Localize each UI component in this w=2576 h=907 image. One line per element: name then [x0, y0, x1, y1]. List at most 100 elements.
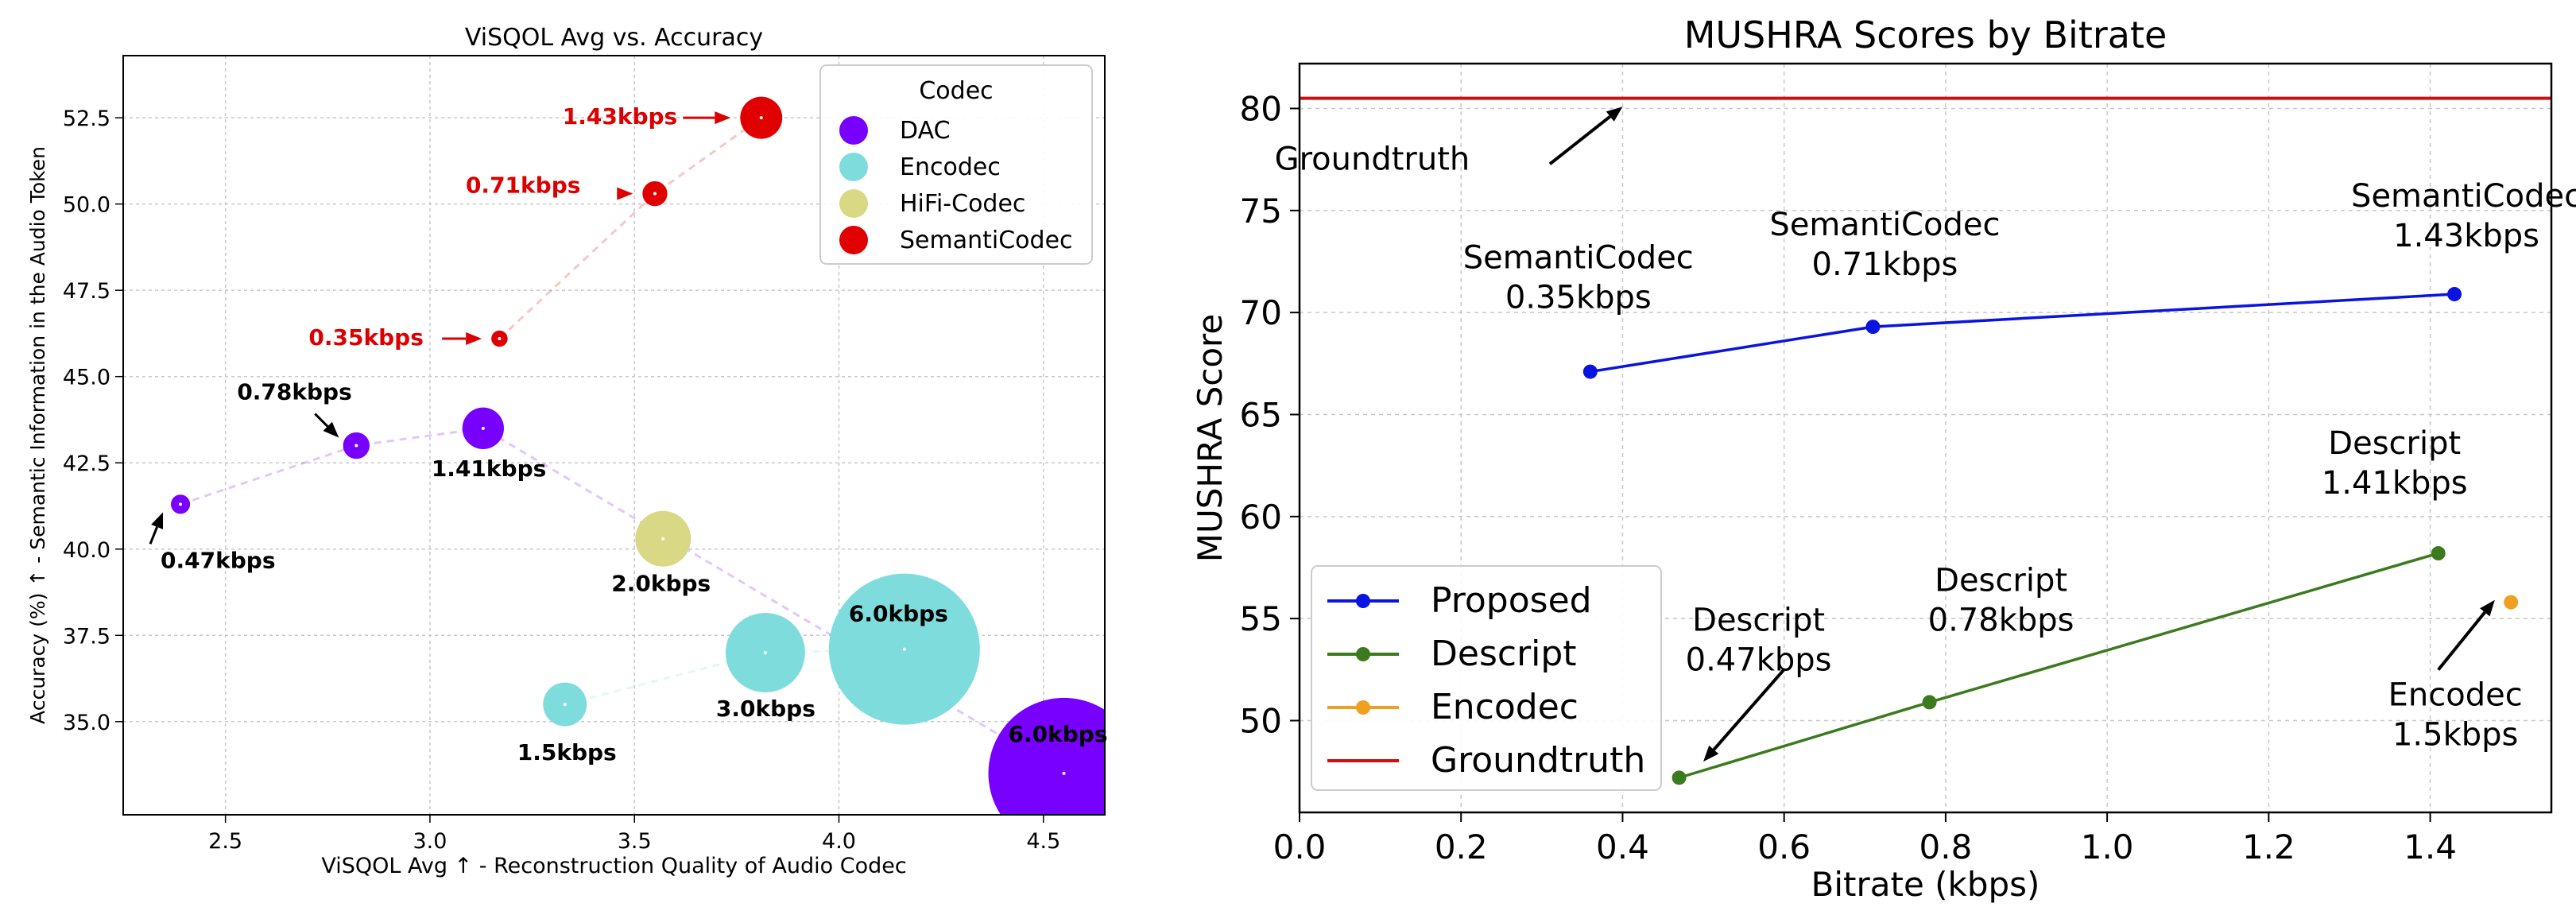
x-tick-label: 2.5 — [208, 829, 242, 854]
legend-item-label: Groundtruth — [1431, 740, 1645, 781]
point-label-bitrate: 1.43kbps — [2393, 218, 2539, 254]
legend-box — [1311, 565, 1662, 791]
legend-marker — [839, 153, 868, 181]
annotation-arrow — [149, 512, 164, 545]
bitrate-label: 3.0kbps — [716, 696, 815, 722]
y-tick-label: 70 — [1240, 293, 1282, 332]
x-tick-label: 0.8 — [1919, 828, 1973, 866]
data-point — [1865, 320, 1881, 335]
y-tick-label: 80 — [1240, 89, 1282, 128]
legend-item-label: Encodec — [1431, 687, 1579, 727]
arrow-head — [2480, 599, 2495, 617]
point-label-name: Encodec — [2388, 677, 2523, 714]
x-tick-label: 3.5 — [618, 829, 652, 854]
series-line — [1590, 293, 2455, 374]
bitrate-label: 1.5kbps — [517, 739, 617, 766]
bitrate-label: 2.0kbps — [611, 571, 711, 597]
data-point — [1671, 770, 1687, 785]
arrow-shaft — [314, 413, 329, 428]
arrow-head — [323, 421, 339, 438]
bitrate-label: 0.71kbps — [466, 172, 580, 199]
arrow-head — [151, 512, 164, 529]
bubble-center — [759, 116, 763, 120]
bubble-center — [653, 192, 657, 196]
legend-marker — [1356, 594, 1370, 608]
legend-box — [819, 64, 1093, 265]
series-connector-line — [180, 427, 1065, 775]
bitrate-label: 0.35kbps — [308, 324, 423, 351]
y-tick-label: 37.5 — [63, 624, 110, 649]
bubble-center — [498, 336, 502, 340]
y-tick-label: 50 — [1240, 701, 1282, 740]
x-tick-label: 4.5 — [1026, 829, 1060, 854]
y-tick-label: 40.0 — [63, 538, 110, 563]
y-tick-label: 47.5 — [63, 279, 110, 304]
point-label-name: SemantiCodec — [2351, 178, 2576, 215]
bubble-center — [902, 647, 906, 651]
arrow-shaft — [1712, 668, 1786, 751]
x-tick-label: 1.4 — [2404, 828, 2457, 866]
plot-area — [170, 96, 1105, 815]
y-tick-label: 60 — [1240, 498, 1282, 537]
x-tick-label: 0.6 — [1757, 828, 1811, 866]
legend-item-label: Proposed — [1431, 580, 1592, 621]
arrow-shaft — [149, 526, 159, 545]
bubble-point — [988, 697, 1105, 815]
legend-marker — [839, 226, 868, 254]
legend-marker — [1356, 647, 1370, 661]
annotation-arrow — [442, 331, 482, 345]
annotation-arrow — [1703, 668, 1786, 762]
bubble-center — [563, 703, 567, 707]
bitrate-label: 6.0kbps — [1009, 721, 1108, 747]
point-label-name: SemantiCodec — [1769, 207, 2000, 243]
bubble-center — [661, 537, 665, 541]
legend: Proposed Descript Encodec Groundtruth — [1311, 565, 1662, 791]
point-label-name: Descript — [1692, 602, 1825, 638]
y-tick-label: 45.0 — [63, 366, 110, 390]
bitrate-label: 1.41kbps — [432, 455, 546, 482]
bitrate-label: 0.47kbps — [161, 547, 275, 573]
data-point — [1582, 364, 1598, 379]
y-tick-label: 65 — [1240, 395, 1282, 434]
legend-item-label: Encodec — [900, 153, 1001, 181]
x-tick-label: 0.4 — [1596, 828, 1649, 866]
arrow-shaft — [2437, 611, 2486, 671]
y-tick-label: 55 — [1240, 599, 1282, 638]
point-label-bitrate: 0.78kbps — [1928, 602, 2074, 638]
plot-frame — [122, 55, 1106, 816]
x-tick-label: 3.0 — [413, 829, 447, 854]
x-axis-label: ViSQOL Avg ↑ - Reconstruction Quality of… — [321, 854, 906, 878]
point-label-name: Descript — [1935, 562, 2067, 599]
data-point — [2431, 546, 2446, 561]
series-connector-line — [498, 116, 762, 340]
point-label-bitrate: 1.5kbps — [2392, 717, 2518, 754]
arrow-head — [466, 331, 482, 345]
bubble-center — [763, 650, 767, 654]
legend-item-label: Descript — [1431, 634, 1577, 674]
chart-title: MUSHRA Scores by Bitrate — [1684, 14, 2167, 56]
legend-marker — [839, 189, 868, 218]
groundtruth-label: Groundtruth — [1275, 141, 1470, 177]
legend: Codec DAC Encodec HiFi-Codec SemantiCodec — [819, 64, 1093, 265]
annotation-arrow — [314, 413, 339, 438]
data-point — [2504, 595, 2519, 610]
chart-title: ViSQOL Avg vs. Accuracy — [465, 24, 763, 52]
legend-item-label: DAC — [900, 117, 951, 145]
point-label-bitrate: 1.41kbps — [2322, 465, 2468, 502]
y-tick-label: 42.5 — [63, 452, 110, 476]
x-axis-label: Bitrate (kbps) — [1811, 865, 2040, 904]
left-chart: 2.5 3.0 3.5 4.0 4.5 35.0 37.5 40.0 42.5 45.0 47.5 5… — [26, 24, 1108, 878]
annotation-arrow — [2437, 599, 2495, 671]
y-tick-label: 50.0 — [63, 193, 110, 218]
arrow-head — [1606, 107, 1623, 122]
point-label-bitrate: 0.35kbps — [1505, 280, 1652, 316]
bubble-center — [354, 444, 358, 448]
point-label-name: SemantiCodec — [1463, 240, 1694, 277]
legend-item-label: HiFi-Codec — [900, 190, 1025, 218]
y-tick-label: 75 — [1240, 192, 1282, 231]
legend-item-label: SemantiCodec — [900, 227, 1073, 254]
arrow-head — [1703, 745, 1719, 762]
right-chart: 0.0 0.2 0.4 0.6 0.8 1.0 1.2 1.4 50 55 60 65 70 75 80 Se… — [1191, 14, 2576, 904]
y-tick-label: 35.0 — [63, 711, 110, 735]
